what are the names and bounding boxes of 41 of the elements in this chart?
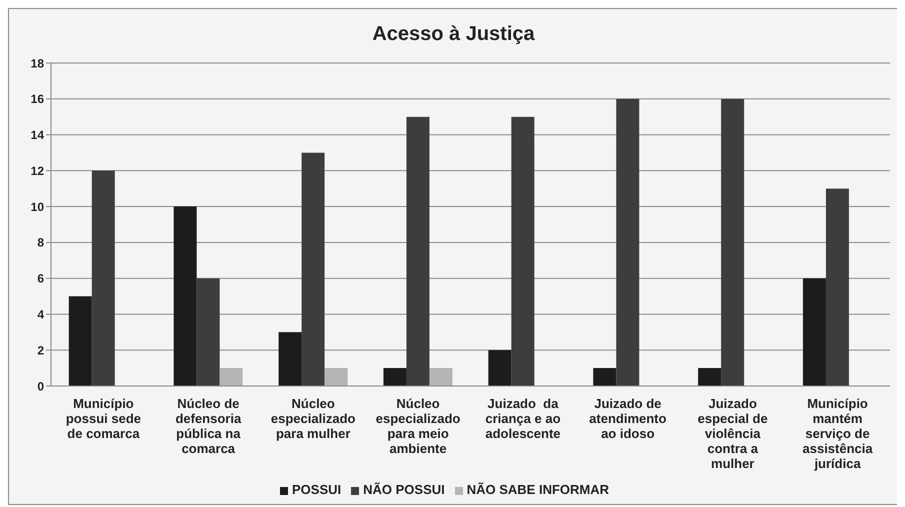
legend-label: NÃO POSSUI (363, 482, 445, 497)
bar (196, 278, 220, 386)
x-tick-label: Município mantém serviço de assistência jurídica (802, 396, 874, 471)
bar (383, 368, 406, 386)
bar (511, 116, 534, 386)
y-tick-label: 12 (30, 164, 44, 178)
y-tick-label: 0 (37, 379, 44, 394)
legend-label: POSSUI (292, 482, 342, 497)
x-tick-label: Núcleo especializado para mulher (270, 396, 356, 441)
bar (593, 368, 616, 386)
y-tick-label: 2 (37, 343, 44, 358)
y-tick-label: 8 (37, 236, 44, 250)
bar (721, 98, 744, 386)
x-tick-label: Juizado especial de violência contra a mulher (698, 396, 768, 471)
bar (429, 368, 452, 386)
x-tick-label: Juizado da criança e ao adolescente (485, 396, 561, 441)
bar (802, 278, 826, 386)
y-tick-label: 16 (30, 92, 44, 106)
y-tick-label: 14 (30, 128, 44, 142)
bar (616, 98, 640, 386)
y-tick-label: 6 (37, 272, 44, 286)
bar (92, 170, 115, 386)
x-tick-label: Núcleo de defensoria pública na comarca (175, 396, 242, 456)
bar (68, 296, 92, 386)
x-tick-label: Município possui sede de comarca (66, 396, 142, 441)
y-tick-label: 4 (37, 307, 44, 322)
bar (302, 152, 325, 386)
bar (698, 368, 722, 386)
bar (406, 116, 430, 386)
bar (278, 332, 302, 386)
bar (220, 368, 243, 386)
bar (488, 350, 512, 386)
bar (174, 206, 197, 386)
chart-title: Acesso à Justiça (371, 23, 536, 46)
x-tick-label: Juizado de atendimento ao idoso (589, 396, 667, 441)
bar (826, 188, 849, 386)
bar (324, 368, 348, 386)
x-tick-label: Núcleo especializado para meio ambiente (376, 396, 460, 456)
y-tick-label: 10 (30, 200, 44, 214)
legend-label: NÃO SABE INFORMAR (466, 482, 610, 497)
y-tick-label: 18 (30, 56, 44, 70)
